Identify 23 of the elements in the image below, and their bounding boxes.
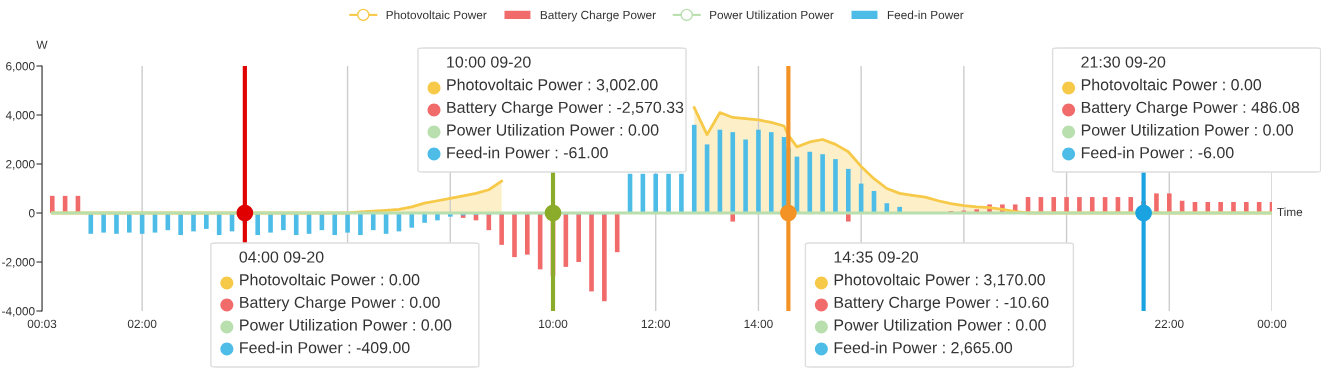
x-tick-label: 22:00 [1155, 319, 1184, 328]
y-tick-label: 0 [28, 209, 35, 218]
x-tick-label: 00:00 [1257, 319, 1287, 328]
legend-label: Photovoltaic Power [386, 10, 487, 20]
y-tick-label: -4,000 [2, 307, 35, 317]
annotation: 21:30 09-20 Photovoltaic Power : 0.00 Battery Charge Power : 486.08 Power Utilization Power : 0.00 Feed-in Power : -6.00 [1081, 56, 1300, 159]
x-tick-label: 12:00 [641, 319, 671, 328]
x-tick-label: 14:00 [744, 319, 773, 328]
annotation: 14:35 09-20 Photovoltaic Power : 3,170.00 Battery Charge Power : -10.60 Power Utilization Power : 0.00 Feed-in Power : 2,665.00 [834, 251, 1049, 356]
x-tick-label: 02:00 [127, 319, 157, 328]
x-axis-title: Time [1277, 207, 1303, 217]
legend-label: Power Utilization Power [710, 10, 834, 20]
legend-label: Battery Charge Power [540, 10, 656, 22]
y-tick-label: 4,000 [5, 111, 35, 121]
y-tick-label: 6,000 [6, 62, 35, 72]
y-tick-label: 2,000 [6, 160, 35, 170]
x-tick-label: 00:03 [27, 319, 57, 328]
annotation: 10:00 09-20 Photovoltaic Power : 3,002.00 Battery Charge Power : -2,570.33 Power Utilization Power : 0.00 Feed-in Power : -61.00 [447, 56, 684, 159]
annotation: 04:00 09-20 Photovoltaic Power : 0.00 Battery Charge Power : 0.00 Power Utilization Power : 0.00 Feed-in Power : -409.00 [239, 251, 452, 354]
y-tick-label: -2,000 [2, 258, 35, 268]
x-tick-label: 10:00 [539, 319, 568, 328]
legend-label: Feed-in Power [887, 10, 964, 20]
y-axis-title: W [36, 40, 48, 49]
